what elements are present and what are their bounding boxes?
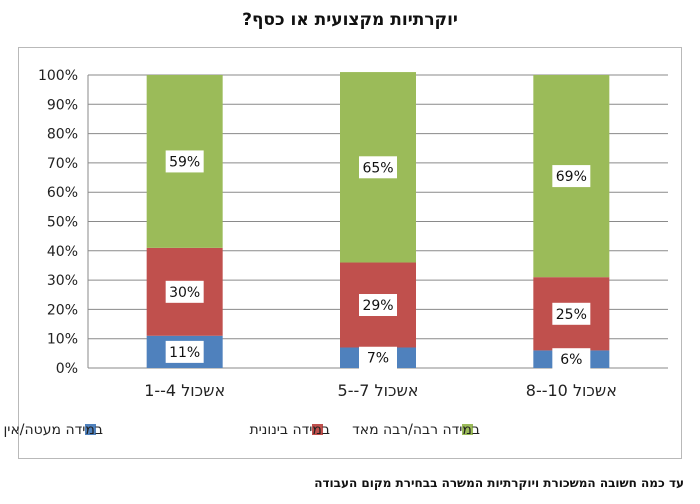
x-axis-ticks: אשכול 4--1 אשכול 7--5 אשכול 10--8 xyxy=(144,381,617,400)
legend-label: במידה מעטה/אין הפשעה xyxy=(0,422,103,438)
data-label: 25% xyxy=(556,307,587,323)
data-label-box xyxy=(165,280,204,303)
y-tick-label: 100% xyxy=(38,68,78,84)
y-tick-label: 20% xyxy=(47,302,78,318)
data-label: 11% xyxy=(169,345,200,361)
y-tick-label: 40% xyxy=(47,244,78,260)
data-label-box xyxy=(165,340,204,363)
figure-caption: עד כמה חשובה המשכורת ויוקרתיות המשרה בבח… xyxy=(314,476,684,490)
x-tick-label: אשכול 7--5 xyxy=(338,381,419,400)
legend-swatch xyxy=(462,424,473,435)
chart-title: יוקרתיות מקצועית או כסף? xyxy=(242,10,458,30)
data-label: 30% xyxy=(169,285,200,301)
data-label: 6% xyxy=(560,352,582,368)
data-label: 65% xyxy=(362,160,393,176)
legend-swatch xyxy=(312,424,323,435)
data-label-box xyxy=(359,346,397,369)
y-tick-label: 90% xyxy=(47,97,78,113)
legend: במידה מעטה/אין הפשעה במידה בינונית במידה ר… xyxy=(0,422,480,438)
y-tick-label: 10% xyxy=(47,332,78,348)
data-label-box xyxy=(165,150,204,173)
data-label: 59% xyxy=(169,154,200,170)
legend-swatch xyxy=(85,424,96,435)
data-label-box xyxy=(359,156,397,179)
x-tick-label: אשכול 10--8 xyxy=(526,381,617,400)
y-tick-label: 0% xyxy=(56,361,78,377)
data-label-box xyxy=(552,302,591,325)
data-label: 69% xyxy=(556,169,587,185)
data-label: 7% xyxy=(367,351,389,367)
y-tick-label: 30% xyxy=(47,273,78,289)
data-labels: 11% 30% 59% 7% 29% 65% 6% 25% 69% xyxy=(165,150,591,371)
legend-label: במידה בינונית xyxy=(249,422,330,438)
bars xyxy=(146,72,610,368)
y-axis-ticks: 0% 10% 20% 30% 40% 50% 60% 70% 80% 90% 100% xyxy=(38,68,78,377)
y-tick-label: 50% xyxy=(47,215,78,231)
data-label-box xyxy=(552,348,591,371)
data-label-box xyxy=(552,165,591,188)
data-label-box xyxy=(359,294,397,317)
chart-frame xyxy=(18,47,682,459)
y-tick-label: 60% xyxy=(47,185,78,201)
y-tick-label: 70% xyxy=(47,156,78,172)
legend-label: במידה רבה/רבה מאד xyxy=(352,422,480,438)
x-tick-label: אשכול 4--1 xyxy=(144,381,225,400)
y-tick-label: 80% xyxy=(47,127,78,143)
data-label: 29% xyxy=(362,298,393,314)
